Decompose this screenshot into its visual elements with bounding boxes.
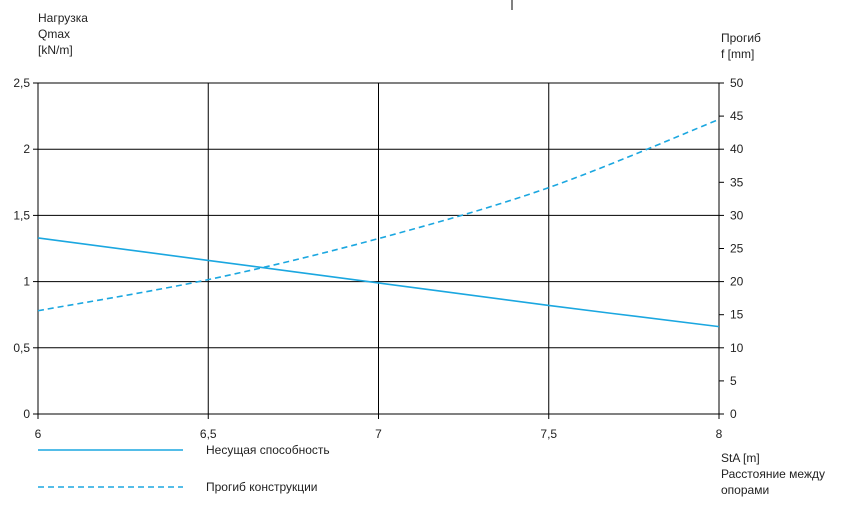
x-tick-label: 7,5	[540, 427, 557, 441]
axis-label-line: Расстояние между	[721, 467, 825, 481]
y-right-tick-label: 50	[730, 76, 744, 90]
y-left-tick-label: 1	[23, 275, 30, 289]
y-right-tick-label: 40	[730, 142, 744, 156]
axes: 6 6,5 7 7,5 800,511,522,50510152025303540455…	[13, 76, 743, 441]
axis-label-line: Прогиб	[721, 31, 761, 45]
series	[37, 118, 720, 328]
axis-label-line: опорами	[721, 483, 769, 497]
axis-label-line: StA [m]	[721, 451, 760, 465]
x-tick-label: 8	[716, 427, 723, 441]
y-right-tick-label: 0	[730, 407, 737, 421]
y-left-tick-label: 0	[23, 407, 30, 421]
x-tick-label: 7	[375, 427, 382, 441]
x-tick-label: 6,5	[200, 427, 217, 441]
y-right-tick-label: 45	[730, 109, 744, 123]
y-right-axis-label: Прогиб f [mm]	[721, 31, 761, 61]
y-right-tick-label: 5	[730, 374, 737, 388]
y-right-tick-label: 25	[730, 242, 744, 256]
legend-label: Несущая способность	[206, 443, 330, 457]
axis-label-line: Нагрузка	[38, 11, 88, 25]
y-right-tick-label: 30	[730, 208, 744, 222]
series-line-deflection	[37, 118, 720, 312]
axis-label-line: f [mm]	[721, 47, 754, 61]
grid-lines	[37, 82, 720, 415]
axis-label-line: Qmax	[38, 27, 70, 41]
y-right-tick-label: 15	[730, 308, 744, 322]
legend: Несущая способность Прогиб конструкции	[38, 443, 330, 494]
axis-label-line: [kN/m]	[38, 43, 73, 57]
x-axis-label: StA [m] Расстояние между опорами	[721, 451, 825, 497]
y-left-tick-label: 1,5	[13, 208, 30, 222]
y-left-tick-label: 0,5	[13, 341, 30, 355]
y-right-tick-label: 10	[730, 341, 744, 355]
x-tick-label: 6	[35, 427, 42, 441]
y-right-tick-label: 20	[730, 275, 744, 289]
series-line-load-capacity	[37, 237, 720, 328]
y-left-tick-label: 2	[23, 142, 30, 156]
y-left-tick-label: 2,5	[13, 76, 30, 90]
y-left-axis-label: Нагрузка Qmax [kN/m]	[38, 11, 88, 57]
y-right-tick-label: 35	[730, 175, 744, 189]
legend-label: Прогиб конструкции	[206, 480, 318, 494]
